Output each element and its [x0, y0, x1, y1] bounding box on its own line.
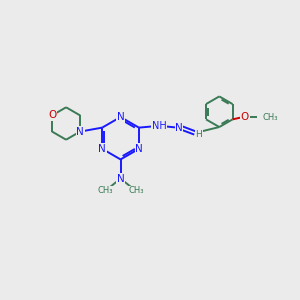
Text: NH: NH — [152, 121, 166, 131]
Text: N: N — [135, 144, 143, 154]
Text: CH₃: CH₃ — [128, 186, 144, 195]
Text: O: O — [241, 112, 249, 122]
Text: N: N — [98, 144, 106, 154]
Text: N: N — [117, 174, 124, 184]
Text: H: H — [195, 130, 202, 139]
Text: N: N — [76, 127, 84, 136]
Text: CH₃: CH₃ — [98, 186, 113, 195]
Text: O: O — [48, 110, 56, 120]
Text: N: N — [117, 112, 124, 122]
Text: N: N — [175, 123, 183, 133]
Text: CH₃: CH₃ — [262, 112, 278, 122]
